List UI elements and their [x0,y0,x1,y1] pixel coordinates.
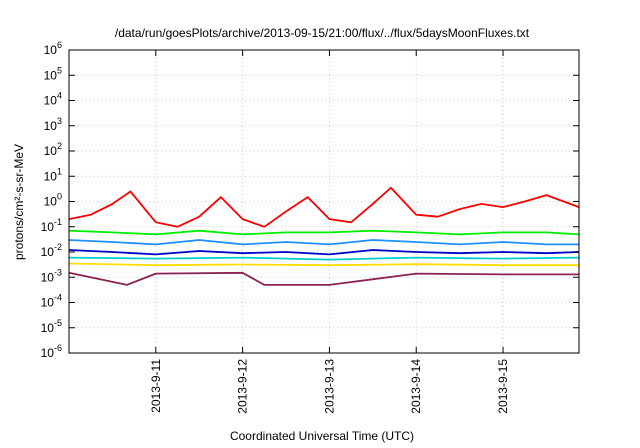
y-tick-label: 106 [44,40,62,57]
x-tick-label: 2013-9-14 [409,359,423,414]
series-line-6 [68,262,579,267]
series-line-1 [68,186,580,228]
series-group [68,186,580,286]
series-line-3 [68,239,579,246]
series-line-5 [68,256,580,261]
y-tick-label: 105 [44,65,62,82]
x-tick-label: 2013-9-13 [322,359,336,414]
y-axis-ticks: 10-6 10-5 10-4 10-3 10-2 10-1 100 101 102 103 104 1… [41,40,579,360]
x-tick-label: 2013-9-15 [496,359,510,414]
y-tick-label: 102 [44,141,62,158]
x-tick-label: 2013-9-12 [236,359,250,414]
grid-lines [69,50,579,353]
series-line-7 [68,271,579,286]
y-tick-label: 10-5 [41,318,62,335]
y-tick-label: 101 [44,166,62,183]
y-tick-label: 10-6 [41,343,62,360]
series-line-4 [68,249,580,256]
y-tick-label: 104 [44,91,62,108]
y-tick-label: 10-1 [41,217,62,234]
y-tick-label: 10-3 [41,267,62,284]
y-tick-label: 100 [44,192,62,209]
x-axis-label: Coordinated Universal Time (UTC) [230,429,414,443]
x-tick-label: 2013-9-11 [149,359,163,413]
y-tick-label: 10-2 [41,242,62,259]
y-tick-label: 103 [44,116,62,133]
y-axis-label: protons/cm²-s-sr-MeV [12,144,26,260]
y-tick-label: 10-4 [41,293,62,310]
x-axis-ticks: 2013-9-11 2013-9-12 2013-9-13 2013-9-14 2013… [149,50,510,414]
series-line-2 [68,229,580,236]
chart-title: /data/run/goesPlots/archive/2013-09-15/2… [115,26,530,40]
